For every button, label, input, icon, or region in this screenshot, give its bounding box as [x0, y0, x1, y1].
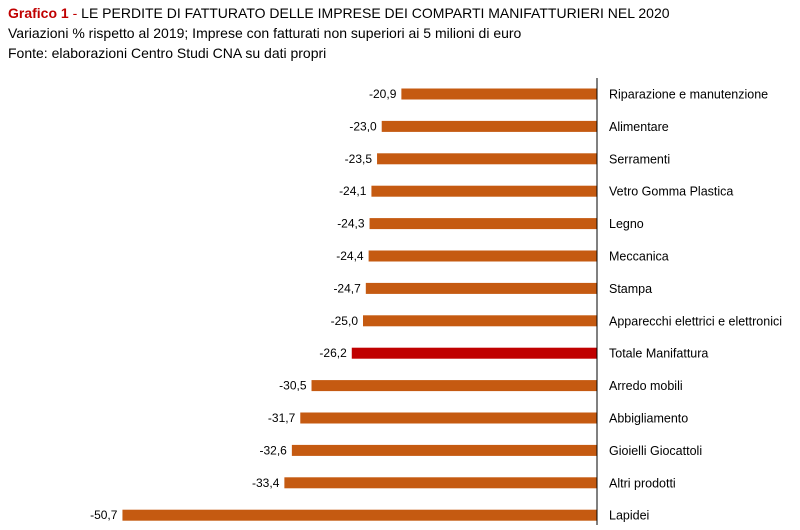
category-label-1: Riparazione e manutenzione: [609, 88, 768, 102]
data-label-12: -32,6: [260, 443, 288, 457]
data-label-8: -25,0: [331, 314, 359, 328]
chart-title: LE PERDITE DI FATTURATO DELLE IMPRESE DE…: [81, 5, 670, 21]
bar-5: [369, 218, 597, 230]
category-label-6: Meccanica: [609, 250, 669, 264]
chart-title-line: Grafico 1 - LE PERDITE DI FATTURATO DELL…: [8, 3, 670, 23]
bar-14: [122, 509, 597, 521]
category-label-5: Legno: [609, 217, 644, 231]
chart-title-separator: -: [68, 5, 82, 21]
category-label-9: Totale Manifattura: [609, 347, 708, 361]
category-label-8: Apparecchi elettrici e elettronici: [609, 314, 782, 328]
bar-4: [371, 185, 597, 197]
bar-13: [284, 477, 597, 489]
chart-title-prefix: Grafico 1: [8, 5, 69, 21]
bar-8: [363, 315, 597, 327]
chart-header: Grafico 1 - LE PERDITE DI FATTURATO DELL…: [8, 3, 670, 63]
category-label-7: Stampa: [609, 282, 652, 296]
category-label-13: Altri prodotti: [609, 476, 676, 490]
category-label-12: Gioielli Giocattoli: [609, 444, 702, 458]
data-label-7: -24,7: [333, 281, 361, 295]
category-label-11: Abbigliamento: [609, 412, 688, 426]
bar-9: [351, 347, 597, 359]
bar-11: [300, 412, 597, 424]
data-label-3: -23,5: [345, 152, 373, 166]
bar-1: [401, 88, 597, 100]
data-label-1: -20,9: [369, 87, 397, 101]
bar-7: [365, 282, 597, 294]
data-label-10: -30,5: [279, 379, 307, 393]
chart-subtitle: Variazioni % rispetto al 2019; Imprese c…: [8, 25, 522, 41]
data-label-13: -33,4: [252, 476, 280, 490]
category-label-14: Lapidei: [609, 509, 649, 523]
bar-3: [377, 153, 597, 165]
data-label-2: -23,0: [349, 119, 377, 133]
category-label-3: Serramenti: [609, 152, 670, 166]
bar-10: [311, 380, 597, 392]
data-label-5: -24,3: [337, 217, 365, 231]
bar-2: [381, 120, 597, 132]
bar-12: [291, 444, 597, 456]
bar-6: [368, 250, 597, 262]
category-label-2: Alimentare: [609, 120, 669, 134]
data-label-6: -24,4: [336, 249, 364, 263]
category-label-10: Arredo mobili: [609, 379, 683, 393]
category-label-4: Vetro Gomma Plastica: [609, 185, 733, 199]
data-label-11: -31,7: [268, 411, 296, 425]
data-label-4: -24,1: [339, 184, 367, 198]
data-label-14: -50,7: [90, 508, 118, 522]
chart-source: Fonte: elaborazioni Centro Studi CNA su …: [8, 45, 327, 61]
data-label-9: -26,2: [319, 346, 347, 360]
